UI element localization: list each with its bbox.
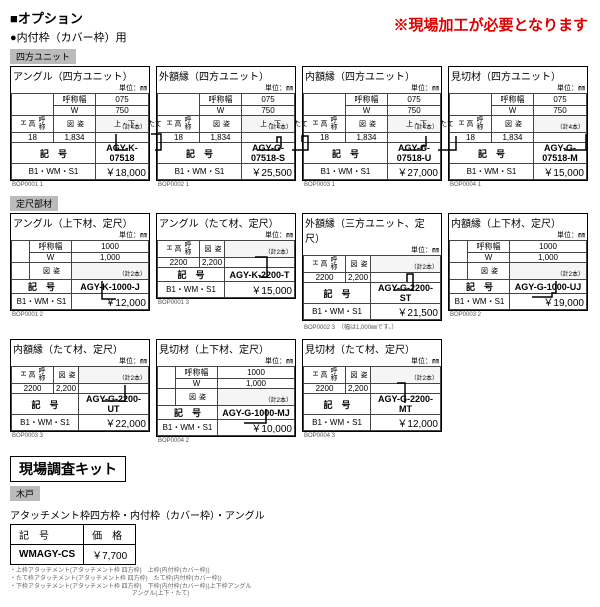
unit-note: 単位：㎜ — [11, 83, 149, 93]
unit-note: 単位：㎜ — [11, 356, 149, 366]
group-label-a: 四方ユニット — [10, 49, 76, 64]
kit-notes: ・上枠アタッチメント(アタッチメント枠 四方枠) 上枠(内付枠(カバー枠))・た… — [10, 568, 590, 599]
card-title: アングル（四方ユニット） — [11, 67, 149, 83]
card-title: 内額縁（上下材、定尺） — [449, 214, 587, 230]
svg-text:たて: たて — [440, 120, 454, 128]
price-code: B1・WM・S1 — [158, 420, 218, 436]
kit-model: WMAGY-CS — [11, 545, 84, 565]
product-card: アングル（たて材、定尺）単位：㎜呼称高H姿 図（計2本）22002,200記 号… — [156, 213, 296, 299]
product-code: BOP0004 1 — [448, 182, 588, 188]
figure-cell: （計2本） — [225, 241, 295, 258]
product-card: 見切材（たて材、定尺）単位：㎜呼称高H姿 図（計2本）22002,200記 号A… — [302, 339, 442, 432]
card-title: 見切材（たて材、定尺） — [303, 340, 441, 356]
card-title: 外額縁（三方ユニット、定尺） — [303, 214, 441, 245]
price-code: B1・WM・S1 — [12, 294, 72, 310]
kit-table: 記 号 価 格 WMAGY-CS ￥7,700 — [10, 524, 136, 565]
product-card: 内額縁（四方ユニット）単位：㎜呼称幅075W750呼称高H姿 図上・下たて（計4… — [302, 66, 442, 181]
price-code: B1・WM・S1 — [304, 415, 371, 431]
svg-text:たて: たて — [294, 120, 308, 128]
price-code: B1・WM・S1 — [12, 415, 79, 431]
unit-note: 単位：㎜ — [157, 83, 295, 93]
unit-note: 単位：㎜ — [449, 230, 587, 240]
product-code: BOP0001 3 — [156, 300, 296, 306]
kit-price-label: 価 格 — [84, 525, 136, 545]
figure-cell: 上・下たて（計4本） — [242, 116, 295, 133]
product-card: 見切材（四方ユニット）単位：㎜呼称幅075W750呼称高H姿 図（計4本）181… — [448, 66, 588, 181]
product-code: BOP0004 3 — [302, 433, 442, 439]
product-card: 内額縁（たて材、定尺）単位：㎜呼称高H姿 図（計2本）22002,200記 号A… — [10, 339, 150, 432]
product-code: BOP0002 1 — [156, 182, 296, 188]
product-card: 内額縁（上下材、定尺）単位：㎜呼称幅1000W1,000姿 図（計2本）記 号A… — [448, 213, 588, 311]
product-card: 外額縁（四方ユニット）単位：㎜呼称幅075W750呼称高H姿 図上・下たて（計4… — [156, 66, 296, 181]
card-title: アングル（上下材、定尺） — [11, 214, 149, 230]
group-label-c: 木戸 — [10, 486, 40, 501]
product-code: BOP0001 1 — [10, 182, 150, 188]
figure-cell: （計2本） — [218, 389, 295, 406]
group-label-b: 定尺部材 — [10, 196, 58, 211]
figure-cell: （計2本） — [79, 367, 149, 384]
price-code: B1・WM・S1 — [158, 282, 225, 298]
product-card: 見切材（上下材、定尺）単位：㎜呼称幅1000W1,000姿 図（計2本）記 号A… — [156, 339, 296, 437]
unit-note: 単位：㎜ — [449, 83, 587, 93]
price-code: B1・WM・S1 — [304, 304, 371, 320]
unit-note: 単位：㎜ — [157, 230, 295, 240]
field-work-notice: ※現場加工が必要となります — [393, 14, 588, 35]
unit-note: 単位：㎜ — [303, 356, 441, 366]
kit-price: ￥7,700 — [84, 545, 136, 565]
price-code: B1・WM・S1 — [450, 294, 510, 310]
kit-header: 現場調査キット — [10, 456, 126, 482]
card-title: 見切材（四方ユニット） — [449, 67, 587, 83]
kit-model-label: 記 号 — [11, 525, 84, 545]
card-title: 外額縁（四方ユニット） — [157, 67, 295, 83]
figure-cell: （計2本） — [371, 256, 441, 273]
product-code: BOP0003 3 — [10, 433, 150, 439]
figure-cell: （計2本） — [371, 367, 441, 384]
kit-subtitle: アタッチメント枠四方枠・内付枠（カバー枠）・アングル — [10, 507, 590, 522]
figure-cell: （計2本） — [72, 263, 149, 280]
figure-cell: 上・下たて（計4本） — [96, 116, 149, 133]
product-code: BOP0002 3 （幅は1,000㎜です。） — [302, 322, 442, 331]
card-title: 内額縁（たて材、定尺） — [11, 340, 149, 356]
price-code: B1・WM・S1 — [12, 164, 96, 180]
svg-text:たて: たて — [148, 120, 162, 128]
figure-cell: （計4本） — [534, 116, 587, 133]
unit-note: 単位：㎜ — [303, 83, 441, 93]
unit-note: 単位：㎜ — [11, 230, 149, 240]
card-title: 見切材（上下材、定尺） — [157, 340, 295, 356]
figure-cell: （計2本） — [510, 263, 587, 280]
unit-note: 単位：㎜ — [303, 245, 441, 255]
product-card: 外額縁（三方ユニット、定尺）単位：㎜呼称高H姿 図（計2本）22002,200記… — [302, 213, 442, 321]
unit-note: 単位：㎜ — [157, 356, 295, 366]
product-code: BOP0003 1 — [302, 182, 442, 188]
card-title: 内額縁（四方ユニット） — [303, 67, 441, 83]
product-card: アングル（四方ユニット）単位：㎜呼称幅075W750呼称高H姿 図上・下たて（計… — [10, 66, 150, 181]
card-title: アングル（たて材、定尺） — [157, 214, 295, 230]
figure-cell: 上・下たて（計4本） — [388, 116, 441, 133]
product-card: アングル（上下材、定尺）単位：㎜呼称幅1000W1,000姿 図（計2本）記 号… — [10, 213, 150, 311]
